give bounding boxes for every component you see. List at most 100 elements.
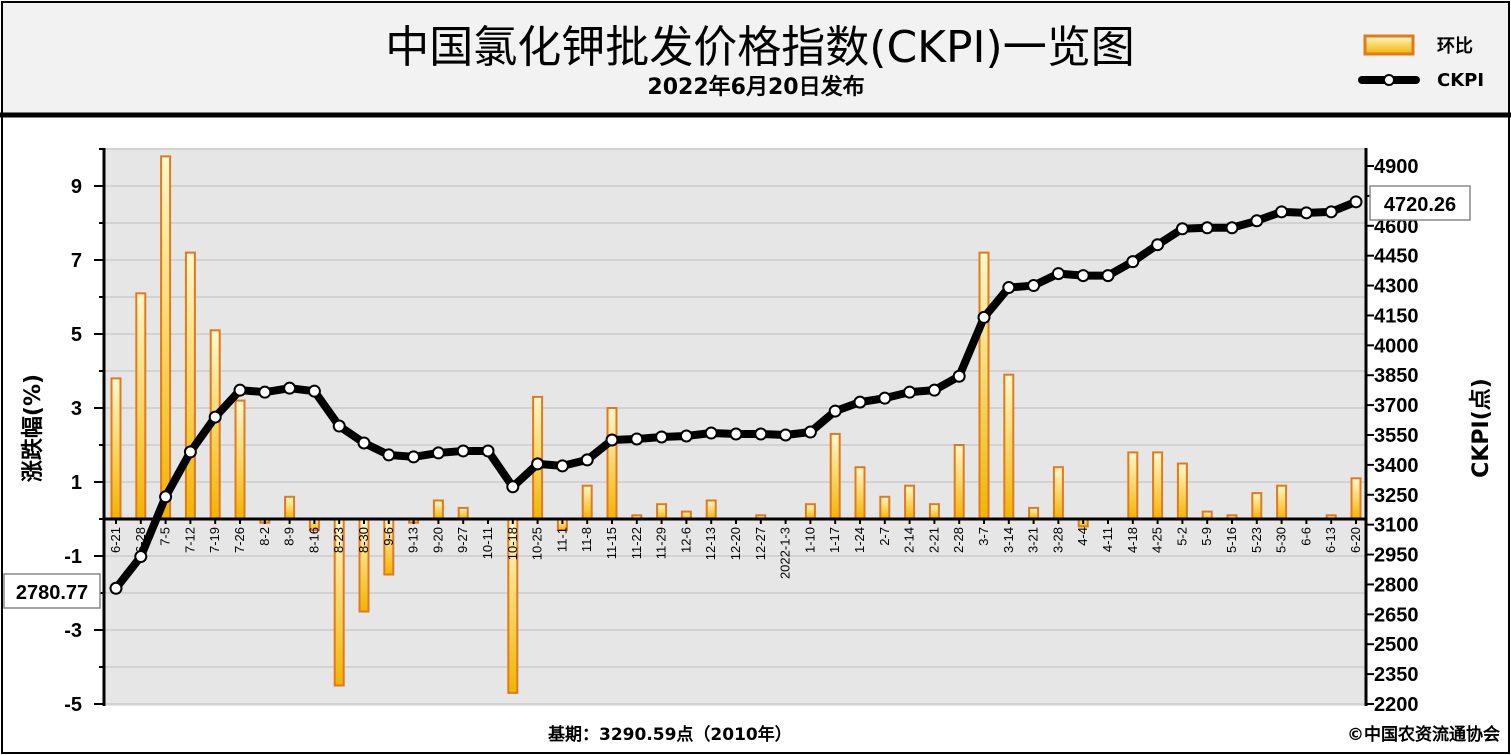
ckpi-point-11-29	[655, 430, 669, 444]
bar-1-17	[829, 432, 841, 520]
right-tick-label: 2950	[1374, 545, 1419, 567]
right-tick-label: 2350	[1374, 664, 1419, 686]
right-tick-label: 4900	[1374, 156, 1419, 178]
x-tick-label: 2022-1-3	[778, 527, 793, 579]
x-tick-label: 2-21	[926, 527, 941, 553]
x-tick-label: 12-6	[678, 527, 693, 553]
x-tick-label: 12-20	[728, 527, 743, 560]
bar-series	[110, 155, 1362, 694]
ckpi-point-11-15	[605, 433, 619, 447]
bar-3-28	[1052, 466, 1064, 521]
ckpi-point-8-23	[332, 419, 346, 433]
x-tick-label: 9-20	[430, 527, 445, 553]
bar-9-20	[432, 499, 444, 520]
x-tick-label: 8-30	[356, 527, 371, 553]
left-tick-label: 3	[71, 398, 82, 420]
right-tick-label: 3250	[1374, 485, 1419, 507]
first-value-annotation: 2780.77	[3, 573, 101, 609]
right-tick-label: 3400	[1374, 455, 1419, 477]
x-tick-label: 11-1	[554, 527, 569, 552]
x-tick-label: 11-22	[629, 527, 644, 559]
right-axis-label: CKPI(点)	[1468, 378, 1494, 478]
ckpi-point-10-11	[481, 444, 495, 458]
x-tick-label: 4-18	[1125, 527, 1140, 553]
x-tick-label: 4-25	[1150, 527, 1165, 553]
x-tick-label: 7-12	[182, 527, 197, 553]
x-tick-label: 1-24	[852, 527, 867, 553]
ckpi-point-8-30	[357, 436, 371, 450]
right-tick-label: 2650	[1374, 604, 1419, 626]
bar-7-26	[234, 399, 246, 521]
ckpi-point-8-2	[258, 385, 272, 399]
x-tick-label: 10-25	[530, 527, 545, 560]
ckpi-point-8-16	[307, 384, 321, 398]
right-tick-label: 4150	[1374, 305, 1419, 327]
ckpi-point-2022-1-3	[779, 428, 793, 442]
bar-2-21	[928, 503, 940, 521]
ckpi-point-12-27	[754, 427, 768, 441]
last-value-annotation: 4720.26	[1369, 185, 1471, 221]
ckpi-point-2-7	[878, 391, 892, 405]
left-tick-label: -1	[64, 546, 82, 568]
bar-5-2	[1176, 462, 1188, 520]
bar-6-21	[110, 377, 122, 520]
ckpi-point-7-12	[183, 445, 197, 459]
x-tick-label: 6-13	[1323, 527, 1338, 553]
right-tick-label: 4600	[1374, 216, 1419, 238]
ckpi-point-6-21	[109, 581, 123, 595]
x-tick-label: 9-27	[455, 527, 470, 553]
bar-1-24	[854, 466, 866, 521]
x-tick-label: 8-2	[257, 527, 272, 546]
left-tick-label: -3	[64, 620, 82, 642]
bar-2-7	[879, 495, 891, 520]
x-tick-label: 12-27	[753, 527, 768, 560]
x-tick-label: 2-14	[902, 527, 917, 553]
x-tick-label: 10-18	[505, 527, 520, 560]
ckpi-point-11-22	[630, 432, 644, 446]
x-tick-label: 5-16	[1224, 527, 1239, 553]
ckpi-point-12-6	[679, 429, 693, 443]
legend-bar-label: 环比	[1437, 36, 1473, 57]
ckpi-point-9-6	[382, 448, 396, 462]
ckpi-point-9-13	[407, 450, 421, 464]
bar-3-21	[1028, 506, 1040, 520]
x-tick-label: 5-2	[1174, 527, 1189, 546]
ckpi-point-9-20	[431, 446, 445, 460]
ckpi-point-4-18	[1126, 255, 1140, 269]
x-tick-label: 6-20	[1348, 527, 1363, 553]
ckpi-point-3-7	[977, 310, 991, 324]
ckpi-point-11-1	[555, 459, 569, 473]
x-tick-label: 8-9	[282, 527, 297, 546]
right-tick-label: 4000	[1374, 335, 1419, 357]
bar-11-8	[581, 484, 593, 521]
ckpi-point-1-24	[853, 395, 867, 409]
left-tick-label: 7	[71, 250, 82, 272]
ckpi-point-11-8	[580, 453, 594, 467]
bar-6-20	[1350, 477, 1362, 520]
legend: 环比 CKPI	[1358, 34, 1484, 91]
x-tick-label: 5-23	[1249, 527, 1264, 553]
base-period-note: 基期：3290.59点（2010年）	[547, 724, 792, 745]
x-tick-label: 12-13	[703, 527, 718, 560]
x-tick-label: 6-21	[108, 527, 123, 553]
bar-1-10	[804, 503, 816, 521]
ckpi-point-5-9	[1200, 221, 1214, 235]
ckpi-point-2-21	[927, 383, 941, 397]
x-tick-label: 3-7	[976, 527, 991, 546]
x-tick-label: 11-29	[654, 527, 669, 559]
chart-title: 中国氯化钾批发价格指数(CKPI)一览图	[385, 22, 1134, 73]
right-tick-label: 2500	[1374, 634, 1419, 656]
left-tick-label: 5	[71, 324, 82, 346]
right-tick-label: 4300	[1374, 276, 1419, 298]
x-tick-label: 9-13	[406, 527, 421, 553]
bar-7-12	[184, 251, 196, 520]
left-tick-label: -5	[64, 694, 82, 716]
ckpi-point-1-17	[828, 404, 842, 418]
ckpi-point-5-30	[1275, 205, 1289, 219]
x-tick-label: 8-23	[331, 527, 346, 553]
x-tick-label: 9-6	[381, 527, 396, 546]
ckpi-point-7-5	[159, 490, 173, 504]
right-tick-label: 2800	[1374, 574, 1419, 596]
ckpi-point-2-14	[903, 385, 917, 399]
ckpi-point-12-13	[704, 426, 718, 440]
